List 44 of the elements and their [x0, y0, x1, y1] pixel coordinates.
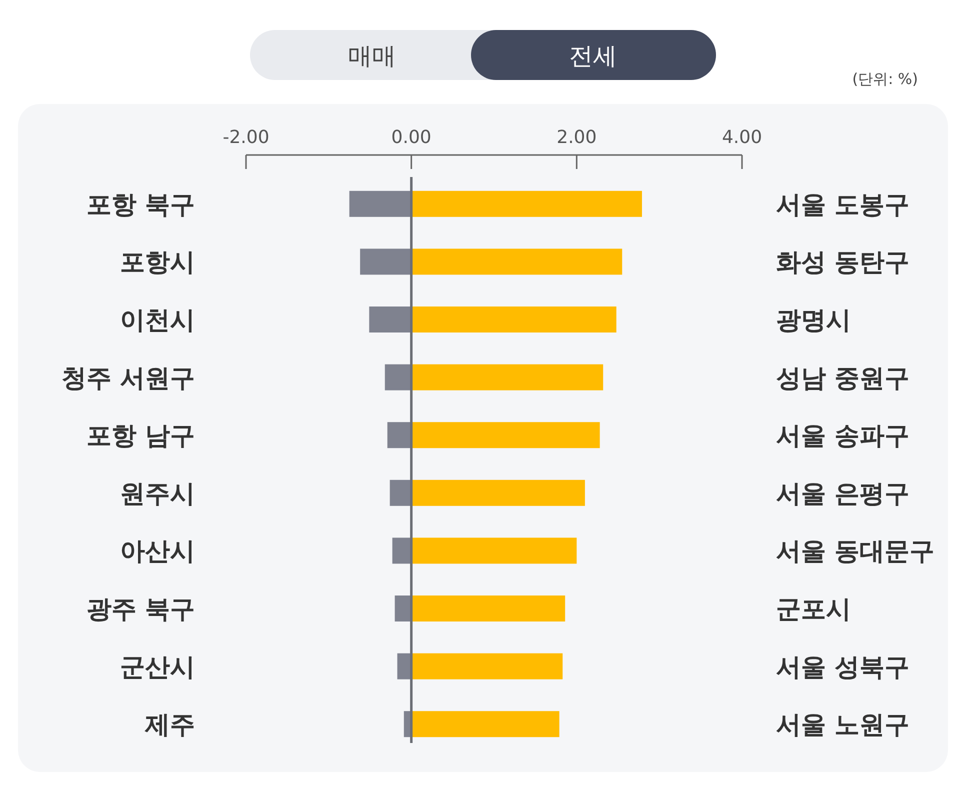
bar: [394, 596, 412, 622]
bar: [411, 306, 616, 332]
y-tick-label: 군산시: [120, 652, 195, 682]
bar: [411, 422, 600, 448]
y2-tick-label: 화성 동탄구: [776, 248, 910, 277]
bar: [384, 364, 412, 390]
text: (단위: %): [852, 70, 918, 88]
bar: [411, 538, 577, 564]
y-tick-label: 광주 북구: [86, 594, 195, 624]
y2-tick-label: 서울 성북구: [776, 652, 910, 682]
bar: [411, 596, 566, 622]
y2-tick-label: 서울 도봉구: [776, 190, 910, 219]
y-tick-label: 이천시: [120, 306, 195, 334]
x-tick-label: 0.00: [391, 127, 432, 148]
x-tick-label: -2.00: [222, 127, 270, 148]
bar: [411, 190, 642, 217]
y-tick-label: 포항 남구: [86, 421, 195, 450]
bar: [411, 480, 585, 506]
bar: [411, 711, 560, 738]
bar: [349, 190, 412, 217]
bar: [390, 480, 412, 506]
y2-tick-label: 서울 동대문구: [776, 536, 935, 566]
y-tick-label: 포항 북구: [86, 190, 195, 219]
bar: [369, 306, 412, 332]
y2-tick-label: 성남 중원구: [776, 363, 910, 392]
bar: [387, 422, 412, 448]
bar: [411, 364, 604, 390]
y-tick-label: 원주시: [120, 478, 195, 508]
y2-tick-label: 군포시: [776, 594, 851, 624]
bar: [392, 538, 412, 564]
y-tick-label: 아산시: [120, 536, 195, 566]
y2-tick-label: 광명시: [776, 306, 851, 334]
toggle: 매매 전세: [250, 30, 716, 80]
x-tick-label: 2.00: [556, 127, 597, 148]
bar: [411, 653, 563, 680]
y-tick-label: 청주 서원구: [61, 363, 195, 392]
y2-tick-label: 서울 송파구: [776, 421, 910, 450]
y2-tick-label: 서울 은평구: [776, 478, 910, 508]
bar: [360, 248, 412, 275]
y-tick-label: 포항시: [120, 248, 195, 277]
bar: [411, 248, 622, 275]
y2-tick-label: 서울 노원구: [776, 710, 910, 740]
y-tick-label: 제주: [144, 710, 195, 740]
x-tick-label: 4.00: [722, 127, 762, 148]
